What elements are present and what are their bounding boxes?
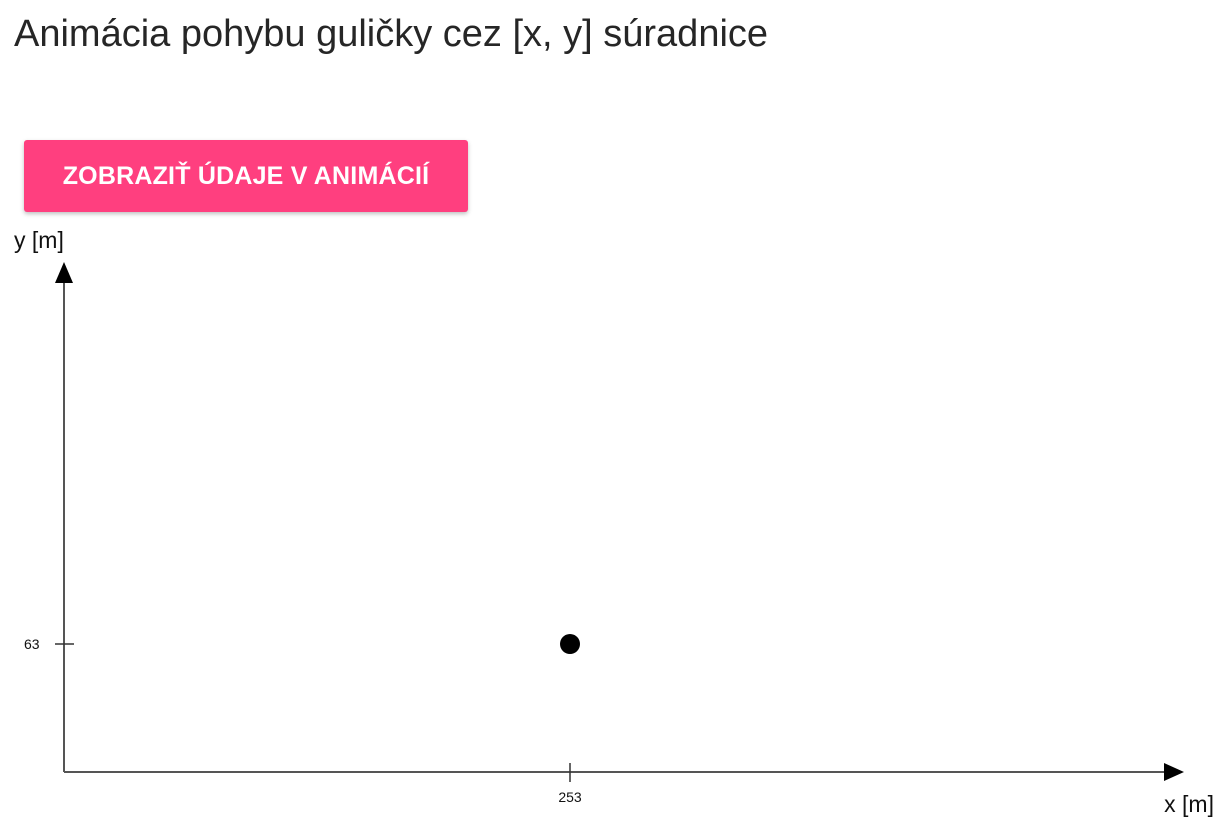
y-axis-label: y [m] (14, 227, 64, 253)
y-axis-arrow (55, 262, 73, 283)
x-axis-arrow (1164, 763, 1184, 781)
ball (560, 634, 580, 654)
page-title: Animácia pohybu guličky cez [x, y] súrad… (14, 13, 769, 55)
show-animation-data-button[interactable]: ZOBRAZIŤ ÚDAJE V ANIMÁCIÍ (24, 140, 468, 212)
x-tick-label: 253 (558, 789, 582, 805)
y-tick-label: 63 (24, 636, 40, 652)
x-axis-label: x [m] (1164, 791, 1214, 817)
